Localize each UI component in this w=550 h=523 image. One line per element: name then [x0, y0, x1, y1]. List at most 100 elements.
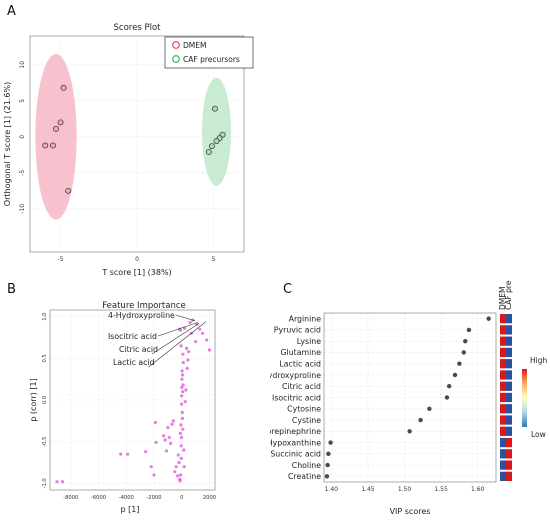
- panel-letter-c: C: [283, 282, 292, 297]
- heatmap-cell: [506, 359, 512, 369]
- y-tick-label: 10: [19, 61, 26, 69]
- vip-point: [328, 440, 333, 445]
- feature-point: [60, 480, 65, 484]
- heatmap-cell: [500, 325, 506, 335]
- heatmap-cell: [506, 392, 512, 403]
- annotation-label: Isocitric acid: [108, 332, 157, 341]
- metabolite-label: Creatine: [288, 472, 321, 481]
- heatmap-cell: [500, 404, 506, 414]
- heatmap-cell: [506, 460, 512, 470]
- annotation-leader: [151, 323, 200, 355]
- metabolite-label: Glutamine: [281, 348, 322, 357]
- x-tick-label: 2000: [203, 495, 216, 501]
- heatmap-cell: [506, 449, 512, 459]
- feature-point: [152, 473, 156, 477]
- panel-letter-b: B: [7, 282, 16, 297]
- feature-point: [55, 480, 59, 484]
- feature-point: [180, 377, 184, 381]
- feature-point: [181, 383, 185, 387]
- feature-point: [180, 410, 184, 415]
- feature-point: [184, 346, 189, 350]
- feature-point: [163, 438, 167, 442]
- feature-point: [174, 465, 178, 469]
- feature-importance-plot: B Feature Importance 4-Hydroxyproline Iso…: [7, 282, 216, 514]
- feature-point: [144, 450, 148, 454]
- feature-point: [181, 390, 185, 394]
- y-tick-label: 0: [19, 135, 26, 139]
- feature-point: [180, 369, 184, 373]
- feature-point: [183, 400, 187, 404]
- metabolite-label: Isocitric acid: [272, 393, 321, 402]
- feature-point: [178, 479, 182, 483]
- y-tick-label: 0.5: [42, 354, 48, 362]
- heatmap-cell: [500, 314, 506, 324]
- feature-point: [179, 423, 183, 427]
- feature-point: [198, 327, 202, 331]
- annotation-label: Citric acid: [119, 345, 158, 354]
- feature-point: [180, 385, 184, 390]
- vip-point: [407, 429, 412, 434]
- feature-point: [185, 366, 189, 370]
- confidence-ellipse-1: [201, 77, 232, 186]
- feature-point: [184, 388, 188, 392]
- heatmap-cell: [506, 314, 512, 324]
- feature-point: [176, 453, 180, 457]
- heatmap-cell: [506, 471, 512, 481]
- legend: DMEM CAF precursors: [164, 36, 254, 69]
- metabolite-label: Lactic acid: [279, 360, 321, 369]
- feature-point: [180, 416, 185, 420]
- x-axis-label: VIP scores: [390, 507, 431, 516]
- y-tick-label: 0.0: [42, 396, 48, 404]
- feature-point: [181, 360, 185, 365]
- feature-point: [188, 320, 192, 325]
- heatmap-cell: [506, 437, 512, 448]
- metabolite-label: Cytosine: [287, 405, 321, 414]
- feature-point: [179, 473, 183, 477]
- feature-point: [182, 465, 186, 469]
- score-point: [49, 142, 56, 149]
- x-axis-label: p [1]: [121, 505, 140, 514]
- score-point: [212, 105, 218, 112]
- heatmap-cell: [506, 347, 512, 358]
- feature-point: [182, 448, 186, 452]
- feature-point: [173, 470, 177, 474]
- feature-point: [181, 352, 185, 356]
- x-tick-label: -5: [58, 256, 64, 263]
- heatmap-cell: [506, 336, 512, 346]
- annotation-leader: [148, 321, 207, 368]
- feature-point: [207, 348, 212, 352]
- x-tick-label: 0: [135, 256, 139, 263]
- heatmap-cell: [506, 325, 512, 335]
- y-tick-label: -1.0: [42, 478, 48, 488]
- score-point: [53, 125, 59, 132]
- vip-point: [461, 350, 466, 355]
- vip-point: [325, 462, 330, 468]
- heatmap-column-label: DMEM: [498, 287, 507, 310]
- feature-point: [119, 452, 123, 456]
- feature-point: [164, 449, 169, 453]
- panel-a: A Scores Plot -5 0 5 -10 -5 0 5 10 T score [1]…: [3, 4, 254, 277]
- score-point: [65, 187, 72, 194]
- metabolite-label: Lysine: [297, 337, 321, 346]
- feature-point: [180, 394, 184, 398]
- feature-point: [181, 427, 185, 431]
- colorbar-high-label: High: [530, 356, 547, 365]
- vip-point: [444, 395, 450, 400]
- metabolite-label: Pyruvic acid: [274, 326, 321, 335]
- colorbar: [522, 369, 527, 427]
- feature-point: [154, 440, 158, 445]
- feature-point: [205, 338, 209, 342]
- legend-marker-caf: [172, 55, 180, 63]
- x-tick-label: 1.50: [398, 486, 412, 493]
- feature-point: [167, 435, 171, 440]
- vip-scores-plot: C Arginine Pyruvic acid Lysine Glutamine Lac…: [254, 253, 547, 516]
- heatmap-cell: [500, 381, 506, 391]
- x-tick-label: -2000: [146, 495, 161, 501]
- y-tick-label: 1.0: [42, 313, 48, 321]
- vip-point: [326, 451, 331, 457]
- plot-frame: [29, 35, 245, 253]
- feature-point: [171, 419, 176, 423]
- x-tick-label: 1.60: [471, 486, 485, 493]
- metabolite-label: Arginine: [289, 314, 322, 323]
- y-tick-label: -0.5: [42, 437, 48, 447]
